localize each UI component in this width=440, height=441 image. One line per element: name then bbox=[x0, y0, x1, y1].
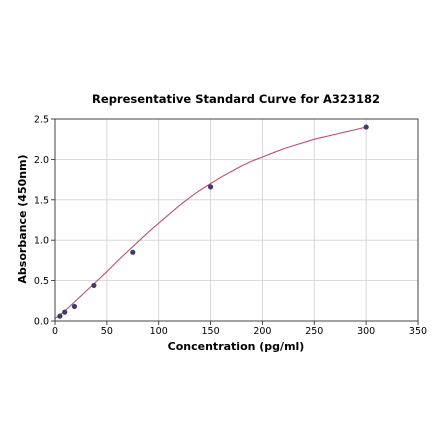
plot-frame bbox=[54, 118, 419, 322]
chart-title: Representative Standard Curve for A32318… bbox=[92, 92, 380, 106]
x-tick-label: 100 bbox=[150, 326, 168, 337]
x-tick-label: 200 bbox=[253, 326, 271, 337]
grid-lines bbox=[54, 118, 419, 322]
data-point bbox=[71, 303, 78, 310]
y-tick-label: 0.5 bbox=[34, 276, 49, 287]
y-axis-label: Absorbance (450nm) bbox=[16, 154, 29, 283]
x-tick-label: 250 bbox=[305, 326, 323, 337]
fit-curve-line bbox=[54, 126, 367, 320]
data-point bbox=[91, 282, 97, 289]
y-tick-label: 0.0 bbox=[34, 317, 49, 328]
y-tick-label: 2.0 bbox=[34, 155, 49, 166]
x-axis-ticks: 0 50 100 150 200 250 300 350 bbox=[52, 321, 427, 337]
data-point bbox=[57, 313, 63, 319]
x-tick-label: 300 bbox=[357, 326, 375, 337]
data-point bbox=[130, 249, 136, 255]
x-tick-label: 150 bbox=[202, 326, 220, 337]
data-points-layer bbox=[57, 124, 369, 319]
y-tick-label: 1.0 bbox=[34, 236, 49, 247]
x-tick-label: 0 bbox=[52, 326, 58, 337]
x-tick-label: 350 bbox=[409, 326, 427, 337]
y-axis-ticks: 0.0 0.5 1.0 1.5 2.0 2.5 bbox=[34, 115, 55, 328]
data-point bbox=[207, 184, 214, 190]
data-point bbox=[62, 309, 68, 315]
fit-curve-layer bbox=[54, 126, 367, 320]
x-axis-label: Concentration (pg/ml) bbox=[168, 340, 305, 353]
x-tick-label: 50 bbox=[101, 326, 113, 337]
y-tick-label: 1.5 bbox=[34, 195, 49, 206]
y-tick-label: 2.5 bbox=[34, 115, 49, 126]
data-point bbox=[363, 124, 369, 130]
